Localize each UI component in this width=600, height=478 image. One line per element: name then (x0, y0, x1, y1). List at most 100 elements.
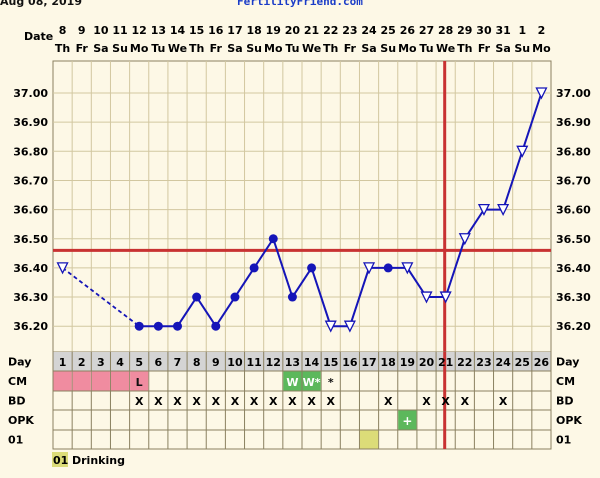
temp-point (249, 263, 259, 273)
cycle-day-label: 15 (323, 356, 338, 369)
cycle-day-label: 23 (476, 356, 491, 369)
y-tick-label-right: 36.60 (556, 204, 591, 217)
date-label: 16 (208, 24, 224, 37)
cycle-day-label: 3 (97, 356, 105, 369)
date-label: 12 (132, 24, 147, 37)
date-label: 29 (457, 24, 472, 37)
weekday-label: Th (55, 42, 70, 55)
bd-mark: X (288, 395, 297, 408)
weekday-label: Sa (227, 42, 242, 55)
cm-cell (91, 371, 110, 391)
bd-row-label-right: BD (556, 395, 574, 408)
bd-mark: X (135, 395, 144, 408)
date-label: 8 (59, 24, 67, 37)
temp-point (230, 292, 240, 302)
weekday-label: Fr (76, 42, 89, 55)
temp-point (173, 321, 182, 331)
weekday-label: Sa (495, 42, 510, 55)
cycle-day-label: 12 (266, 356, 281, 369)
cycle-day-label: 26 (534, 356, 550, 369)
date-label: 25 (381, 24, 396, 37)
temp-point (287, 292, 297, 302)
y-tick-label-left: 36.40 (13, 262, 48, 275)
date-label: 21 (304, 24, 319, 37)
weekday-label: Tu (285, 42, 299, 55)
date-label: 23 (342, 24, 357, 37)
cycle-day-label: 16 (342, 356, 358, 369)
temp-point (458, 233, 471, 246)
cm-cell (302, 371, 321, 391)
temp-point (535, 87, 548, 100)
custom-row-label-right: 01 (556, 434, 571, 447)
bd-mark: X (441, 395, 450, 408)
cm-value: W (286, 376, 298, 389)
bd-mark: X (326, 395, 335, 408)
custom-flag-cell (359, 430, 379, 449)
y-tick-label-right: 36.80 (556, 145, 591, 158)
cycle-day-label: 7 (174, 356, 182, 369)
cycle-day-label: 1 (59, 356, 67, 369)
bd-mark: X (422, 395, 431, 408)
day-row-label-right: Day (556, 356, 579, 369)
y-tick-label-left: 36.70 (13, 174, 48, 187)
opk-cell (398, 410, 417, 430)
weekday-label: Su (246, 42, 262, 55)
date-label: 17 (227, 24, 242, 37)
bd-row-label-left: BD (8, 395, 26, 408)
cycle-day-label: 22 (457, 356, 472, 369)
day-row-label-left: Day (8, 356, 31, 369)
temp-point (477, 203, 491, 217)
cycle-day-label: 13 (285, 356, 300, 369)
cycle-day-label: 5 (135, 356, 143, 369)
temp-point (268, 234, 278, 244)
legend-code: 01 (53, 454, 68, 467)
cycle-day-label: 10 (227, 356, 243, 369)
date-label: 18 (246, 24, 261, 37)
weekday-label: Mo (264, 42, 283, 55)
bd-mark: X (212, 395, 221, 408)
y-tick-label-left: 36.20 (13, 320, 48, 333)
weekday-label: Sa (93, 42, 108, 55)
date-label: 15 (189, 24, 204, 37)
y-tick-label-right: 36.30 (556, 291, 591, 304)
temp-point (420, 291, 433, 304)
temp-point (362, 262, 376, 275)
weekday-label: Th (323, 42, 338, 55)
bd-mark: X (499, 395, 508, 408)
cm-value: * (328, 376, 334, 389)
bd-mark: X (269, 395, 278, 408)
site-name: FertilityFriend.com (237, 0, 363, 8)
cycle-day-label: 24 (495, 356, 511, 369)
temp-point (192, 292, 202, 302)
temp-dashed-segment (62, 267, 140, 327)
date-label: 28 (438, 24, 453, 37)
opk-value: + (402, 414, 412, 428)
cycle-day-label: 20 (419, 356, 435, 369)
bd-mark: X (231, 395, 240, 408)
cycle-day-label: 2 (78, 356, 86, 369)
cycle-day-label: 18 (381, 356, 396, 369)
temp-point (56, 262, 69, 275)
cm-cell (53, 371, 72, 391)
weekday-label: We (436, 42, 455, 55)
weekday-label: Fr (478, 42, 491, 55)
y-tick-label-left: 36.30 (13, 291, 48, 304)
weekday-label: Mo (398, 42, 417, 55)
date-label: 31 (495, 24, 510, 37)
cycle-day-label: 17 (361, 356, 376, 369)
weekday-label: Mo (130, 42, 149, 55)
y-tick-label-right: 36.50 (556, 233, 591, 246)
cycle-day-label: 11 (246, 356, 261, 369)
cycle-day-label: 4 (116, 356, 124, 369)
cycle-day-label: 14 (304, 356, 320, 369)
weekday-label: Su (380, 42, 396, 55)
bd-mark: X (154, 395, 163, 408)
temp-point (343, 320, 356, 333)
temp-series-line (139, 92, 543, 329)
temp-point (307, 263, 317, 273)
weekday-label: We (302, 42, 321, 55)
bd-mark: X (173, 395, 182, 408)
temp-point (439, 291, 452, 304)
date-label: 14 (170, 24, 186, 37)
